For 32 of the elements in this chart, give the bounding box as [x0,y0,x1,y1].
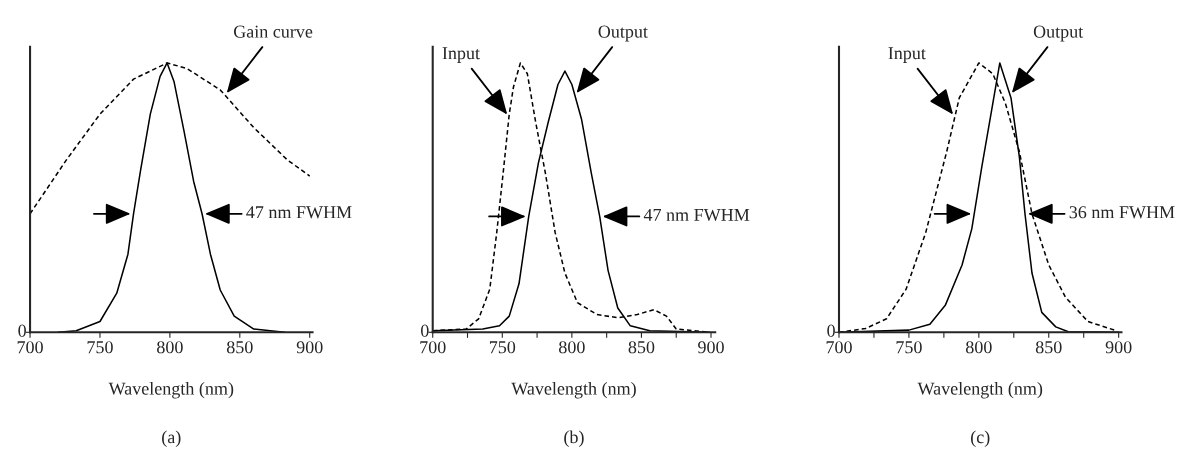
text: (c) [971,430,990,447]
x-axis-title: Wavelength (nm) [511,381,636,399]
x-axis-title: Wavelength (nm) [917,381,1043,399]
text: Input [442,47,480,63]
x-tick-label: 750 [87,341,113,354]
text: Gain curve [233,25,313,38]
text: 0 [18,324,26,337]
annotation: 36 nm FWHM [1069,206,1175,219]
x-tick-label: 800 [157,341,183,354]
text: (b) [564,430,584,447]
x-tick-label: 850 [1035,341,1062,354]
x-tick-label: 750 [896,341,922,354]
text: 0 [827,324,835,337]
x-tick-label: 700 [420,341,446,354]
text: Output [598,25,648,42]
x-tick-label: 850 [226,341,253,354]
x-tick-label: 700 [826,341,852,354]
annotation: 47 nm FWHM [246,206,352,219]
text: Output [1033,25,1084,42]
x-tick-label: 800 [965,341,992,354]
x-tick-label: 900 [1105,341,1132,354]
x-tick-label: 900 [296,341,323,354]
text: Input [888,47,926,63]
text: (a) [162,430,181,447]
x-tick-label: 800 [559,341,585,354]
x-tick-label: 700 [17,341,43,354]
x-tick-label: 750 [489,341,516,354]
x-tick-label: 900 [698,341,724,354]
x-tick-label: 850 [628,341,655,354]
annotation: 47 nm FWHM [643,208,750,222]
x-axis-title: Wavelength (nm) [108,381,234,399]
text: 0 [420,324,429,337]
